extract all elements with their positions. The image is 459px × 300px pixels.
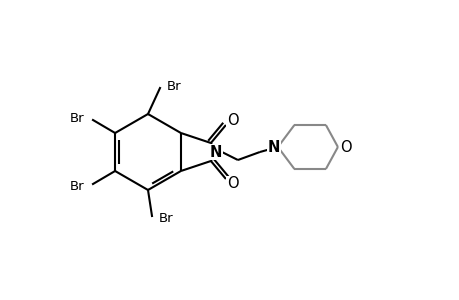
Text: Br: Br [69, 112, 84, 124]
Text: N: N [209, 145, 222, 160]
Text: O: O [227, 112, 238, 128]
Text: O: O [227, 176, 238, 191]
Text: Br: Br [158, 212, 173, 224]
Text: Br: Br [69, 179, 84, 193]
Text: Br: Br [166, 80, 181, 92]
Text: N: N [267, 140, 280, 154]
Text: O: O [339, 140, 351, 154]
